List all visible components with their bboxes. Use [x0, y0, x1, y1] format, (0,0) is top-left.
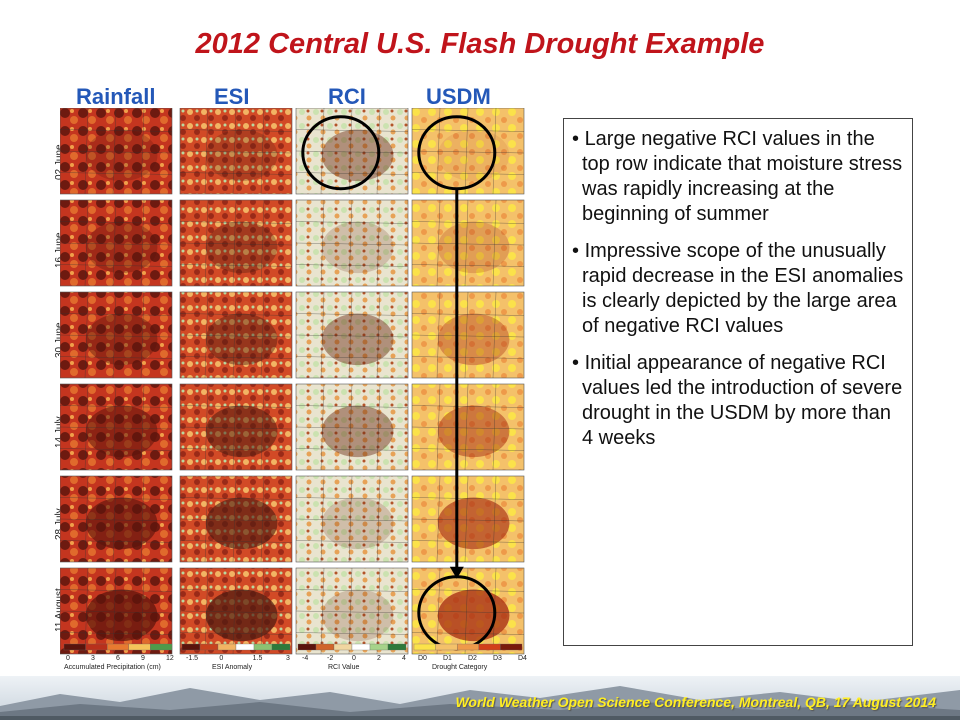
map-panel-rainfall — [60, 475, 173, 563]
column-header-esi: ESI — [214, 84, 250, 109]
map-panel-rci — [295, 199, 409, 287]
map-panel-esi — [179, 567, 293, 655]
legend-tick-label: 4 — [402, 655, 406, 662]
map-panel-usdm — [411, 199, 525, 287]
legend-swatch — [271, 643, 291, 651]
legend-tick-label: -1.5 — [186, 655, 199, 662]
map-panel-usdm — [411, 383, 525, 471]
map-panel-esi — [179, 475, 293, 563]
legend-tick-label: -4 — [302, 655, 309, 662]
legend-tick-label: 3 — [91, 655, 95, 662]
map-panel-rci — [295, 475, 409, 563]
legend-tick-label: D3 — [493, 655, 502, 662]
column-header-rci: RCI — [328, 84, 366, 109]
legend-swatch — [297, 643, 317, 651]
legend-swatch — [253, 643, 273, 651]
legend-tick-label: 6 — [116, 655, 120, 662]
explanation-textbox: • Large negative RCI values in the top r… — [563, 118, 913, 646]
legend-swatch — [107, 643, 129, 651]
legend-swatch — [217, 643, 237, 651]
legend-tick-label: D1 — [443, 655, 452, 662]
legend-swatch — [369, 643, 389, 651]
map-panel-usdm — [411, 567, 525, 655]
legend-tick-label: 1.5 — [252, 655, 263, 662]
bullet-text: Impressive scope of the unusually rapid … — [582, 240, 904, 337]
bullet-point: • Initial appearance of negative RCI val… — [572, 352, 903, 449]
legend-swatch — [235, 643, 255, 651]
annotation-arrow — [449, 188, 464, 579]
column-header-usdm: USDM — [426, 84, 491, 109]
legend-tick-label: D0 — [418, 655, 427, 662]
map-panel-rci — [295, 383, 409, 471]
map-panel-esi — [179, 291, 293, 379]
legend-swatch — [333, 643, 353, 651]
map-panel-rci — [295, 108, 409, 195]
legend-swatch — [85, 643, 108, 651]
footer-conference-text: World Weather Open Science Conference, M… — [455, 694, 936, 710]
map-panel-rci — [295, 291, 409, 379]
legend-tick-label: 0 — [219, 655, 224, 662]
map-panel-usdm — [411, 291, 525, 379]
map-panel-rci — [295, 567, 409, 655]
map-panel-rainfall — [60, 291, 173, 379]
map-panel-rainfall — [60, 383, 173, 471]
legend-swatch — [457, 643, 479, 651]
legend-swatch — [181, 643, 201, 651]
legend-swatch — [413, 643, 436, 651]
bullet-point: • Large negative RCI values in the top r… — [572, 128, 903, 225]
legend-title-esi: ESI Anomaly — [212, 664, 253, 671]
map-panel-grid — [60, 108, 525, 655]
legend-swatch — [387, 643, 407, 651]
legend-swatch — [478, 643, 501, 651]
legend-tick-label: 0 — [66, 655, 70, 662]
legend-swatch — [435, 643, 458, 651]
legend-swatch — [150, 643, 173, 651]
legend-tick-label: -2 — [327, 655, 334, 662]
legend-swatch — [315, 643, 335, 651]
legend-swatch — [199, 643, 219, 651]
legend-tick-label: 12 — [166, 655, 174, 662]
legend-tick-label: 0 — [352, 655, 356, 662]
legend-swatch — [63, 643, 86, 651]
map-panel-esi — [179, 108, 293, 195]
annotation-circle — [301, 115, 381, 191]
map-panel-esi — [179, 383, 293, 471]
map-panel-rainfall — [60, 108, 173, 195]
map-panel-rainfall — [60, 567, 173, 655]
map-panel-rainfall — [60, 199, 173, 287]
map-panel-usdm — [411, 108, 525, 195]
map-panel-usdm — [411, 475, 525, 563]
legend-tick-label: 2 — [377, 655, 381, 662]
bullet-text: Initial appearance of negative RCI value… — [582, 352, 903, 449]
bullet-point: • Impressive scope of the unusually rapi… — [572, 240, 904, 337]
legend-tick-label: 9 — [141, 655, 145, 662]
legend-tick-label: D2 — [468, 655, 477, 662]
legend-tick-label: 3 — [286, 655, 290, 662]
legend-title-rainfall: Accumulated Precipitation (cm) — [64, 664, 161, 671]
map-panel-esi — [179, 199, 293, 287]
slide-title: 2012 Central U.S. Flash Drought Example — [195, 28, 765, 60]
column-header-rainfall: Rainfall — [76, 84, 156, 109]
footer-mountain-banner — [0, 676, 960, 720]
legend-tick-label: D4 — [518, 655, 527, 662]
legend-title-rci: RCI Value — [328, 664, 360, 671]
legend-swatch — [351, 643, 371, 651]
legend-title-usdm: Drought Category — [432, 664, 488, 671]
bullet-text: Large negative RCI values in the top row… — [582, 128, 903, 225]
legend-swatch — [500, 643, 523, 651]
legend-swatch — [128, 643, 151, 651]
